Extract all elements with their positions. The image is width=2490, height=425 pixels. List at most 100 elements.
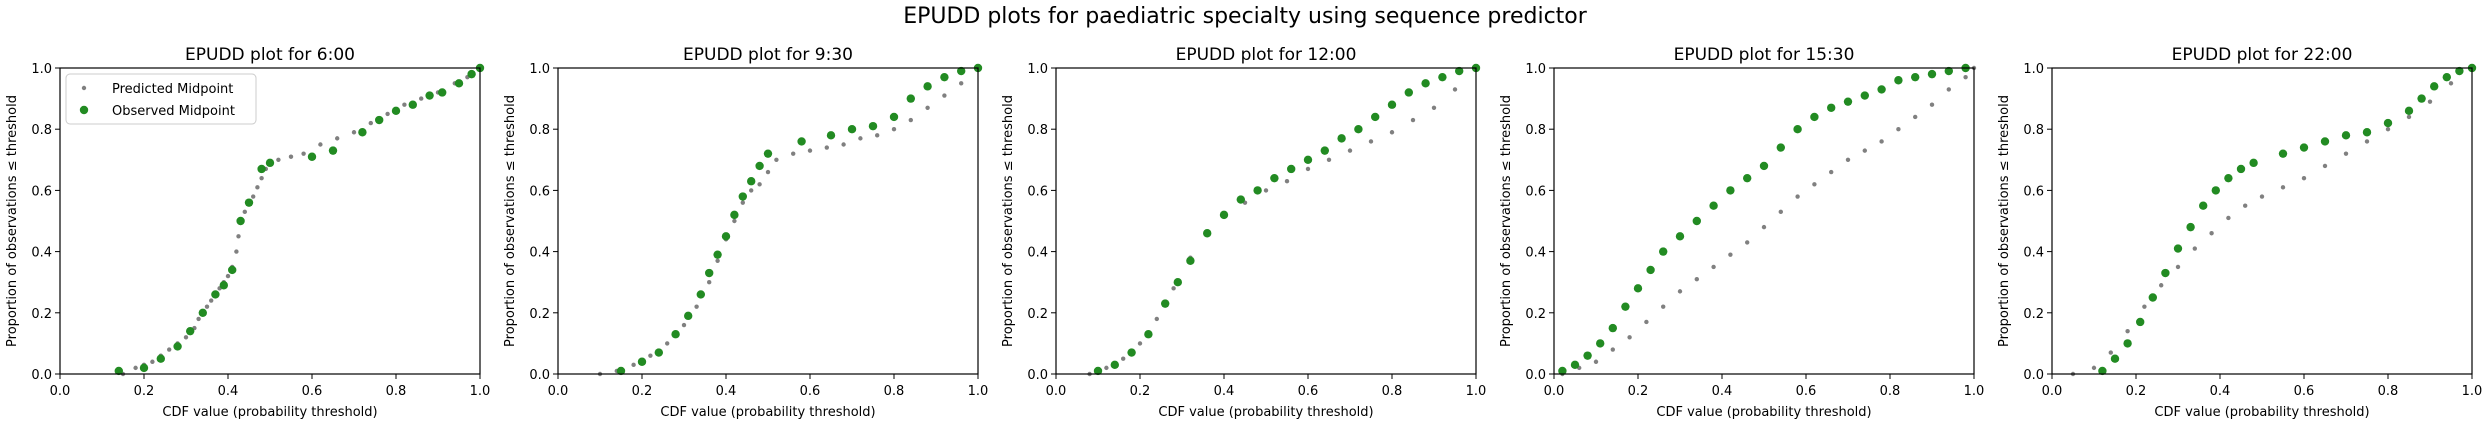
observed-point: [438, 88, 447, 97]
predicted-point: [959, 81, 964, 86]
observed-point: [2404, 106, 2414, 116]
predicted-point: [255, 185, 260, 190]
x-tick-label: 1.0: [2462, 384, 2483, 399]
predicted-point: [225, 273, 231, 279]
observed-point: [2455, 66, 2464, 76]
y-tick-label: 0.8: [2023, 123, 2044, 138]
subplot-title: EPUDD plot for 6:00: [185, 45, 355, 65]
axes-frame: [1553, 67, 1975, 375]
observed-point: [713, 250, 722, 259]
observed-point: [375, 115, 384, 125]
y-tick-label: 0.2: [31, 307, 52, 322]
observed-point: [1455, 66, 1464, 76]
predicted-point: [925, 105, 930, 110]
axes-frame: [59, 67, 481, 375]
predicted-point: [1795, 194, 1800, 199]
predicted-point: [791, 151, 796, 156]
predicted-point: [2209, 231, 2214, 236]
observed-point: [257, 164, 266, 174]
observed-point: [1203, 229, 1212, 238]
predicted-point: [2385, 127, 2391, 132]
x-tick-label: 0.0: [1046, 384, 1067, 399]
predicted-point: [2091, 365, 2097, 371]
observed-point: [654, 348, 663, 357]
y-tick-label: 1.0: [1027, 62, 1048, 77]
y-axis-label: Proportion of observations ≤ threshold: [503, 95, 518, 347]
observed-point: [2383, 118, 2393, 128]
observed-point: [1726, 186, 1735, 195]
predicted-point: [1845, 157, 1851, 162]
observed-point: [1110, 360, 1120, 370]
legend-observed-marker: [79, 105, 89, 115]
observed-point: [1692, 216, 1702, 226]
predicted-point: [1389, 130, 1395, 135]
observed-point: [2123, 339, 2132, 348]
predicted-point: [2280, 185, 2286, 190]
subplot-3: EPUDD plot for 12:00 0.0 0.2 0.4 0.6 0.8 1.0 0.…: [1001, 45, 1486, 420]
x-axis-label: CDF value (probability threshold): [162, 405, 377, 420]
observed-point: [1337, 134, 1346, 143]
observed-point: [1759, 161, 1769, 171]
x-tick-label: 1.0: [968, 384, 989, 399]
plot-points: [114, 63, 485, 377]
predicted-point: [765, 169, 771, 175]
predicted-point: [1104, 365, 1109, 371]
observed-point: [1558, 366, 1567, 376]
observed-point: [696, 290, 705, 299]
predicted-point: [1661, 304, 1666, 309]
legend-observed-label: Observed Midpoint: [112, 104, 235, 119]
predicted-point: [648, 353, 653, 358]
predicted-point: [1121, 356, 1126, 361]
axes-frame: [2051, 67, 2473, 375]
x-tick-label: 1.0: [1964, 384, 1985, 399]
observed-point: [730, 210, 739, 220]
x-tick-label: 0.8: [1382, 384, 1403, 399]
observed-point: [114, 366, 124, 376]
observed-point: [1860, 91, 1870, 100]
subplot-4: EPUDD plot for 15:30 0.0 0.2 0.4 0.6 0.8 1.0 0.…: [1499, 45, 1984, 420]
x-axis-label: CDF value (probability threshold): [660, 405, 875, 420]
subplot-5: EPUDD plot for 22:00 0.0 0.2 0.4 0.6 0.8 1.0 0.…: [1997, 45, 2482, 420]
observed-point: [1253, 186, 1262, 195]
predicted-point: [1154, 316, 1160, 322]
observed-point: [1371, 112, 1380, 122]
predicted-point: [1431, 105, 1437, 110]
y-tick-label: 0.0: [1525, 368, 1546, 383]
plot-points: [1087, 63, 1481, 377]
observed-point: [2299, 143, 2309, 152]
observed-point: [1270, 173, 1279, 183]
predicted-point: [1778, 209, 1784, 215]
predicted-point: [1410, 117, 1416, 123]
x-tick-label: 0.4: [218, 384, 239, 399]
x-tick-label: 0.2: [1628, 384, 1649, 399]
predicted-point: [1913, 114, 1918, 120]
predicted-point: [335, 136, 340, 141]
y-tick-label: 0.8: [31, 123, 52, 138]
observed-point: [1709, 201, 1718, 210]
y-tick-label: 0.6: [529, 184, 550, 199]
predicted-point: [1305, 166, 1311, 172]
observed-point: [173, 342, 182, 351]
predicted-point: [288, 154, 294, 159]
observed-point: [826, 131, 836, 140]
observed-point: [1570, 360, 1580, 370]
predicted-point: [1812, 182, 1817, 187]
legend-predicted-marker: [81, 85, 87, 91]
subplot-2: EPUDD plot for 9:30 0.0 0.2 0.4 0.6 0.8 1.0 0.0…: [503, 45, 988, 420]
x-axis-label: CDF value (probability threshold): [1656, 405, 1871, 420]
y-tick-label: 0.4: [2023, 246, 2044, 261]
subplot-title: EPUDD plot for 15:30: [1674, 45, 1855, 65]
x-tick-label: 0.2: [1130, 384, 1151, 399]
observed-point: [906, 94, 915, 103]
observed-point: [2148, 293, 2157, 302]
figure-suptitle: EPUDD plots for paediatric specialty usi…: [903, 4, 1587, 29]
observed-point: [408, 100, 417, 109]
predicted-point: [732, 218, 737, 224]
observed-point: [721, 232, 731, 241]
predicted-point: [419, 96, 424, 101]
predicted-point: [1610, 347, 1616, 352]
predicted-point: [807, 148, 813, 153]
predicted-point: [1896, 127, 1901, 132]
observed-point: [1127, 348, 1136, 357]
predicted-point: [234, 249, 239, 254]
